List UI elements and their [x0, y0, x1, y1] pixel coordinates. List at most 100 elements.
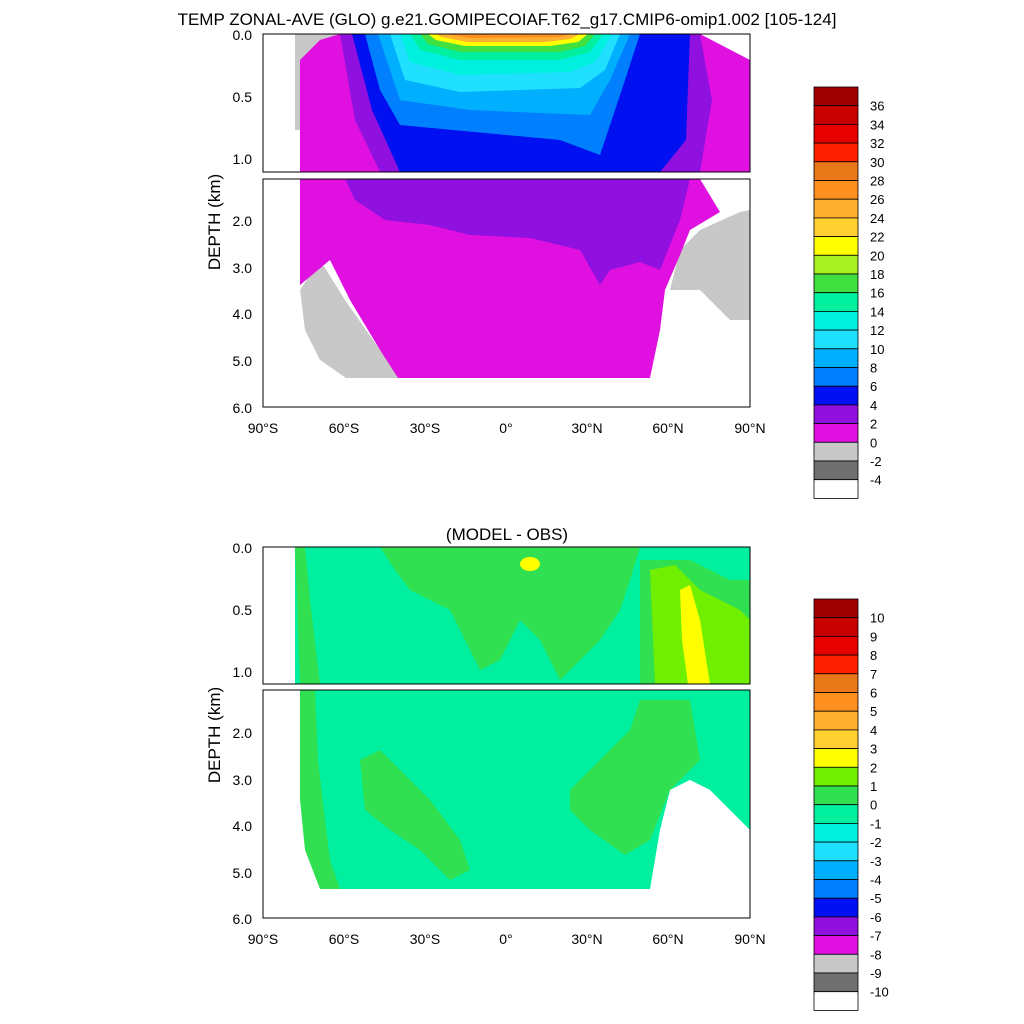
x-tick-label: 60°S — [329, 420, 360, 436]
diff-x-ticks: 90°S 60°S 30°S 0° 30°N 60°N 90°N — [248, 931, 766, 947]
colorbar-swatch — [813, 617, 859, 637]
y-tick-label: 0.5 — [233, 89, 253, 105]
diff-deep-green-north — [570, 700, 700, 855]
x-tick-label: 60°S — [329, 931, 360, 947]
colorbar-swatch — [813, 897, 859, 918]
colorbar-swatch — [813, 729, 859, 750]
colorbar-label: 0 — [870, 798, 877, 813]
colorbar-swatch — [813, 636, 859, 656]
diff-lower-section — [262, 689, 751, 919]
diff-deep-green-left — [300, 690, 340, 889]
colorbar-label: -9 — [870, 966, 882, 981]
colorbar-label: -10 — [870, 985, 889, 1000]
colorbar-label: 9 — [870, 629, 877, 644]
colorbar-swatch — [813, 953, 859, 974]
colorbar-swatch — [813, 423, 859, 443]
colorbar-swatch — [813, 348, 859, 368]
temp-y-ticks: 0.0 0.5 1.0 2.0 3.0 4.0 5.0 6.0 — [233, 27, 253, 416]
diff-y-ticks: 0.0 0.5 1.0 2.0 3.0 4.0 5.0 6.0 — [233, 540, 253, 927]
colorbar-swatch — [813, 673, 859, 693]
colorbar-label: 30 — [870, 155, 884, 170]
y-tick-label: 4.0 — [233, 818, 253, 834]
colorbar-label: 28 — [870, 174, 884, 189]
y-tick-label: 6.0 — [233, 400, 253, 416]
colorbar-swatch — [813, 972, 859, 993]
figure-title: TEMP ZONAL-AVE (GLO) g.e21.GOMIPECOIAF.T… — [178, 10, 837, 29]
diff-field-yellow — [680, 585, 710, 684]
colorbar-swatch — [813, 385, 859, 406]
y-tick-label: 6.0 — [233, 911, 253, 927]
colorbar-swatch — [813, 692, 859, 712]
colorbar-label: 6 — [870, 686, 877, 701]
colorbar-label: -4 — [870, 473, 882, 488]
x-tick-label: 60°N — [652, 931, 683, 947]
colorbar-label: -8 — [870, 947, 882, 962]
colorbar-swatch — [813, 86, 859, 107]
colorbar-label: 7 — [870, 667, 877, 682]
y-tick-label: 5.0 — [233, 353, 253, 369]
x-tick-label: 90°S — [248, 931, 279, 947]
colorbar-swatch — [813, 105, 859, 125]
colorbar-swatch — [813, 367, 859, 387]
diff-field-green-left — [295, 547, 320, 684]
colorbar-label: -2 — [870, 835, 882, 850]
x-tick-label: 0° — [499, 420, 512, 436]
colorbar-swatch — [813, 766, 859, 787]
colorbar-label: 32 — [870, 136, 884, 151]
colorbar-swatch — [813, 804, 859, 824]
colorbar-swatch — [813, 441, 859, 462]
colorbar-label: 0 — [870, 435, 877, 450]
diff-deep-land-north — [670, 780, 750, 830]
x-tick-label: 30°N — [571, 931, 602, 947]
x-tick-label: 90°N — [734, 420, 765, 436]
colorbar-label: 2 — [870, 760, 877, 775]
colorbar-swatch — [813, 217, 859, 237]
colorbar-label: 1 — [870, 779, 877, 794]
colorbar-label: 10 — [870, 611, 884, 626]
colorbar-label: 3 — [870, 742, 877, 757]
temp-y-axis-label: DEPTH (km) — [205, 174, 224, 270]
colorbar-label: 36 — [870, 99, 884, 114]
colorbar-swatch — [813, 404, 859, 424]
y-tick-label: 3.0 — [233, 772, 253, 788]
y-tick-label: 0.5 — [233, 602, 253, 618]
colorbar-swatch — [813, 479, 859, 499]
y-tick-label: 2.0 — [233, 725, 253, 741]
colorbar-label: 26 — [870, 192, 884, 207]
colorbar-swatch — [813, 879, 859, 899]
colorbar-label: 22 — [870, 230, 884, 245]
temp-band-26-28 — [445, 34, 572, 38]
colorbar-swatch — [813, 823, 859, 843]
colorbar-label: 6 — [870, 379, 877, 394]
temp-land-south — [300, 260, 400, 378]
colorbar-label: 34 — [870, 117, 884, 132]
colorbar-label: 8 — [870, 361, 877, 376]
colorbar-swatch — [813, 180, 859, 200]
colorbar-swatch — [813, 142, 859, 163]
colorbar-swatch — [813, 310, 859, 331]
colorbar-label: 24 — [870, 211, 884, 226]
colorbar-swatch — [813, 916, 859, 937]
temp-upper-section — [262, 33, 751, 173]
colorbar-label: -4 — [870, 873, 882, 888]
colorbar-label: -7 — [870, 929, 882, 944]
x-tick-label: 30°S — [410, 931, 441, 947]
temp-x-ticks: 90°S 60°S 30°S 0° 30°N 60°N 90°N — [248, 420, 766, 436]
y-tick-label: 1.0 — [233, 664, 253, 680]
colorbar-swatch — [813, 785, 859, 806]
diff-y-axis-label: DEPTH (km) — [205, 687, 224, 783]
diff-upper-section — [262, 546, 751, 685]
diff-panel-title: (MODEL - OBS) — [446, 525, 568, 544]
diff-deep-green-mid — [360, 750, 470, 880]
colorbar-swatch — [813, 654, 859, 675]
colorbar-swatch — [813, 254, 859, 275]
y-tick-label: 3.0 — [233, 260, 253, 276]
colorbar-label: 18 — [870, 267, 884, 282]
colorbar-swatch — [813, 460, 859, 481]
panel-temperature: DEPTH (km) 0.0 0.5 1.0 2.0 3.0 4.0 5.0 6… — [205, 27, 884, 499]
colorbar-swatch — [813, 841, 859, 862]
colorbar-swatch — [813, 198, 859, 219]
temp-lower-section — [262, 178, 751, 408]
diff-field-yellow-spot — [520, 557, 540, 571]
